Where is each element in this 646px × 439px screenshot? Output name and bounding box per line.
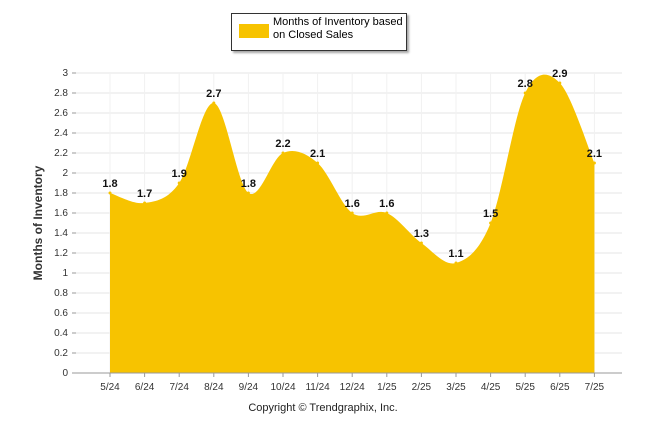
data-point — [558, 81, 562, 85]
y-tick-label: 2.8 — [54, 88, 68, 99]
x-tick-label: 7/24 — [169, 382, 189, 393]
data-label: 1.8 — [241, 178, 256, 190]
data-label: 2.7 — [206, 88, 221, 100]
data-label: 2.2 — [275, 138, 290, 150]
legend-label: Months of Inventory based on Closed Sale… — [273, 16, 403, 42]
data-point — [523, 91, 527, 95]
x-tick-label: 11/24 — [305, 382, 330, 393]
data-label: 2.9 — [552, 68, 567, 80]
data-label: 1.6 — [379, 198, 394, 210]
y-tick-label: 1.4 — [54, 228, 68, 239]
y-tick-label: 0.4 — [54, 328, 68, 339]
legend-label-line2: on Closed Sales — [273, 29, 354, 41]
x-tick-label: 5/25 — [515, 382, 535, 393]
data-label: 2.1 — [310, 148, 325, 160]
data-point — [419, 241, 423, 245]
data-label: 2.8 — [518, 78, 533, 90]
data-label: 1.5 — [483, 208, 498, 220]
x-tick-label: 5/24 — [100, 382, 120, 393]
y-tick-label: 0.8 — [54, 288, 68, 299]
data-label: 1.1 — [448, 248, 463, 260]
x-tick-label: 6/25 — [550, 382, 570, 393]
y-tick-label: 1 — [62, 268, 68, 279]
data-point — [177, 181, 181, 185]
y-tick-label: 0 — [62, 368, 68, 379]
y-tick-label: 0.2 — [54, 348, 68, 359]
y-tick-label: 3 — [62, 68, 68, 79]
data-label: 2.1 — [587, 148, 602, 160]
legend-swatch — [239, 24, 269, 38]
y-tick-label: 1.2 — [54, 248, 68, 259]
y-tick-label: 2.2 — [54, 148, 68, 159]
data-label: 1.8 — [102, 178, 117, 190]
y-tick-label: 2.4 — [54, 128, 68, 139]
legend: Months of Inventory based on Closed Sale… — [231, 13, 407, 51]
series-area — [110, 74, 595, 373]
data-point — [489, 221, 493, 225]
copyright-footer: Copyright © Trendgraphix, Inc. — [248, 402, 398, 414]
y-tick-label: 1.8 — [54, 188, 68, 199]
data-point — [108, 191, 112, 195]
data-label: 1.6 — [345, 198, 360, 210]
data-label: 1.3 — [414, 228, 429, 240]
y-tick-label: 2 — [62, 168, 68, 179]
x-tick-label: 10/24 — [270, 382, 295, 393]
x-tick-label: 2/25 — [412, 382, 432, 393]
data-point — [212, 101, 216, 105]
data-point — [143, 201, 147, 205]
x-tick-label: 9/24 — [239, 382, 259, 393]
y-tick-label: 0.6 — [54, 308, 68, 319]
y-tick-label: 1.6 — [54, 208, 68, 219]
x-tick-label: 8/24 — [204, 382, 224, 393]
x-tick-label: 12/24 — [340, 382, 365, 393]
data-point — [350, 211, 354, 215]
x-tick-label: 7/25 — [585, 382, 605, 393]
data-point — [592, 161, 596, 165]
data-point — [246, 191, 250, 195]
data-point — [316, 161, 320, 165]
data-label: 1.7 — [137, 188, 152, 200]
data-label: 1.9 — [172, 168, 187, 180]
data-point — [281, 151, 285, 155]
x-tick-label: 4/25 — [481, 382, 501, 393]
data-point — [385, 211, 389, 215]
x-tick-label: 1/25 — [377, 382, 397, 393]
data-point — [454, 261, 458, 265]
y-tick-label: 2.6 — [54, 108, 68, 119]
y-axis-label: Months of Inventory — [31, 165, 45, 281]
x-tick-label: 6/24 — [135, 382, 155, 393]
legend-label-line1: Months of Inventory based — [273, 16, 403, 28]
x-tick-label: 3/25 — [446, 382, 466, 393]
